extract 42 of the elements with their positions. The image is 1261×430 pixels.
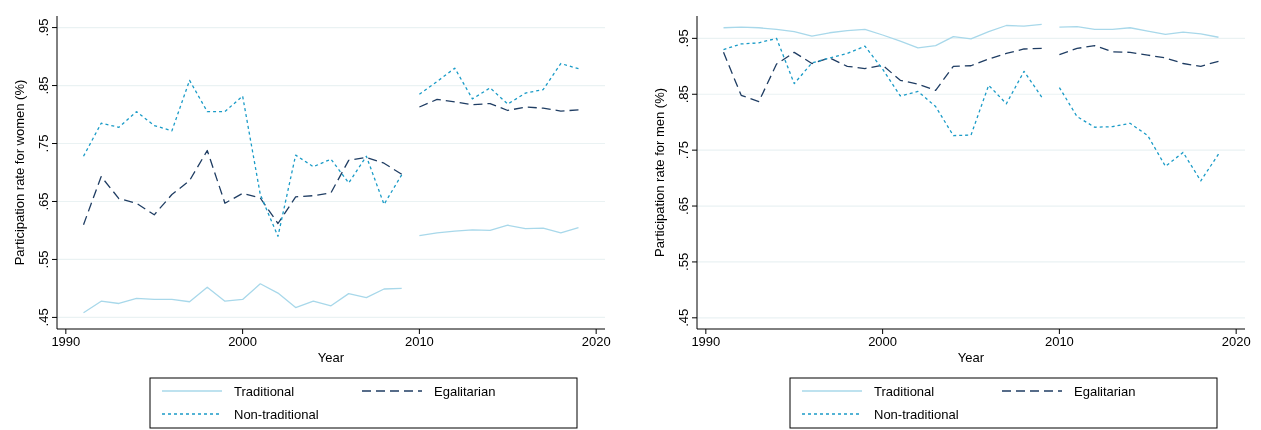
legend-label: Non-traditional bbox=[234, 407, 319, 422]
legend-label: Traditional bbox=[234, 384, 295, 399]
legend-label: Traditional bbox=[874, 384, 935, 399]
y-axis-title: Participation rate for women (%) bbox=[12, 79, 27, 266]
y-tick-label: .45 bbox=[36, 308, 51, 327]
x-tick-label: 2010 bbox=[404, 334, 434, 349]
line-series bbox=[1058, 25, 1220, 38]
x-tick-label: 2000 bbox=[868, 334, 898, 349]
x-tick-label: 2020 bbox=[1221, 334, 1251, 349]
y-tick-label: .75 bbox=[36, 134, 51, 153]
x-tick-label: 1990 bbox=[691, 334, 721, 349]
line-series bbox=[1058, 44, 1220, 67]
y-tick-label: .65 bbox=[676, 197, 691, 216]
x-tick-label: 2020 bbox=[581, 334, 611, 349]
legend-label: Egalitarian bbox=[1074, 384, 1136, 399]
y-tick-label: .85 bbox=[676, 85, 691, 104]
y-axis-title: Participation rate for men (%) bbox=[652, 87, 667, 258]
y-tick-label: .45 bbox=[676, 308, 691, 327]
line-series bbox=[82, 79, 403, 237]
y-tick-label: .65 bbox=[36, 192, 51, 211]
x-tick-label: 2010 bbox=[1044, 334, 1074, 349]
line-series bbox=[418, 224, 580, 237]
y-tick-label: .95 bbox=[36, 18, 51, 37]
y-tick-label: .75 bbox=[676, 141, 691, 160]
line-series bbox=[418, 62, 580, 105]
line-series bbox=[82, 149, 403, 226]
y-tick-label: .95 bbox=[676, 29, 691, 48]
x-tick-label: 2000 bbox=[228, 334, 258, 349]
legend-label: Egalitarian bbox=[434, 384, 496, 399]
y-tick-label: .55 bbox=[36, 250, 51, 269]
line-series bbox=[722, 37, 1043, 137]
legend-label: Non-traditional bbox=[874, 407, 959, 422]
line-series bbox=[722, 47, 1043, 103]
y-tick-label: .85 bbox=[36, 76, 51, 95]
y-tick-label: .55 bbox=[676, 252, 691, 271]
line-series bbox=[82, 283, 403, 314]
line-series bbox=[1058, 86, 1220, 182]
line-series bbox=[418, 98, 580, 112]
line-series bbox=[722, 23, 1043, 49]
x-axis-title: Year bbox=[957, 350, 985, 365]
x-axis-title: Year bbox=[317, 350, 345, 365]
x-tick-label: 1990 bbox=[51, 334, 81, 349]
